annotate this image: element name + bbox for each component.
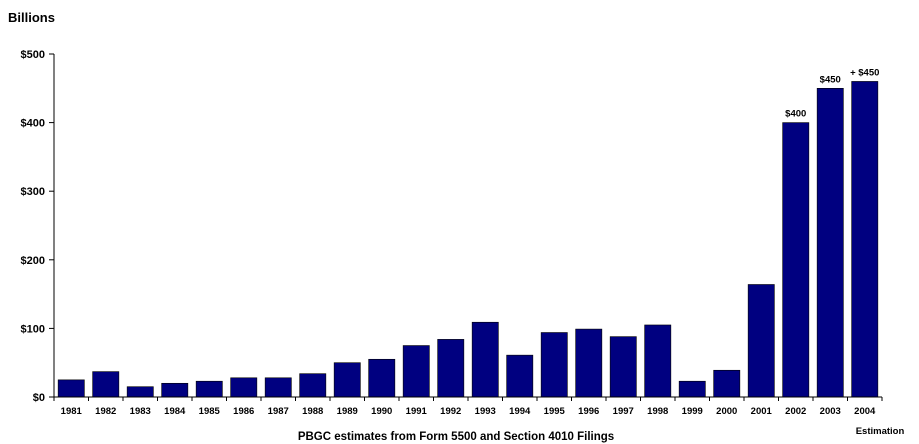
data-label: $400 <box>785 109 806 120</box>
bar-1981 <box>57 379 85 398</box>
x-tick-label: 1995 <box>544 406 566 417</box>
x-tick-label: 2002 <box>785 406 806 417</box>
x-tick-label: 2000 <box>716 406 737 417</box>
x-tick-label: 1994 <box>509 406 531 417</box>
bar-1995 <box>540 332 568 398</box>
bar-1987 <box>264 377 292 398</box>
bar-2000 <box>713 369 741 398</box>
bar-1984 <box>161 382 189 398</box>
y-tick-label: $100 <box>21 323 45 335</box>
y-tick-label: $500 <box>21 49 45 61</box>
y-axis: $0 $100 $200 $300 $400 $500 <box>21 49 54 404</box>
bar-1993 <box>471 321 499 398</box>
bar-1982 <box>92 371 120 398</box>
x-tick-label: 1998 <box>647 406 668 417</box>
bar-1983 <box>126 386 154 398</box>
y-tick-label: $400 <box>21 118 45 130</box>
bar-1990 <box>368 358 396 398</box>
x-tick-label: 1999 <box>682 406 703 417</box>
x-tick-label: 1996 <box>578 406 599 417</box>
x-tick-label: 1990 <box>371 406 392 417</box>
x-axis: 1981 1982 1983 1984 1985 1986 1987 1988 1989 1990… <box>53 397 883 417</box>
bar-1999 <box>678 380 706 398</box>
bar-1991 <box>402 345 430 398</box>
x-tick-label: 1993 <box>475 406 496 417</box>
x-tick-label: 1984 <box>164 406 186 417</box>
estimation-note: Estimation <box>856 426 905 437</box>
x-tick-label: 1981 <box>61 406 83 417</box>
bar-1992 <box>437 339 465 398</box>
y-tick-label: $0 <box>33 392 45 404</box>
x-tick-label: 2001 <box>751 406 773 417</box>
y-tick-label: $300 <box>21 186 45 198</box>
bars <box>57 81 879 398</box>
y-tick-label: $200 <box>21 255 45 267</box>
x-tick-label: 1997 <box>613 406 634 417</box>
x-tick-label: 1986 <box>233 406 254 417</box>
bar-1985 <box>195 380 223 398</box>
y-axis-title: Billions <box>8 10 55 25</box>
bar-2004 <box>851 81 879 398</box>
bar-1988 <box>299 373 327 398</box>
x-tick-label: 1991 <box>406 406 428 417</box>
bar-1994 <box>506 354 534 398</box>
x-tick-label: 1982 <box>95 406 116 417</box>
x-tick-label: 1987 <box>268 406 289 417</box>
data-label: $450 <box>820 74 841 85</box>
bar-1998 <box>644 324 672 398</box>
x-tick-label: 1989 <box>337 406 358 417</box>
x-tick-label: 1983 <box>130 406 151 417</box>
x-tick-label: 1988 <box>302 406 323 417</box>
x-tick-label: 2003 <box>820 406 841 417</box>
bar-2002 <box>782 122 810 398</box>
bar-1989 <box>333 362 361 398</box>
data-label: + $450 <box>850 67 879 78</box>
bar-2001 <box>747 284 775 398</box>
x-tick-label: 1992 <box>440 406 461 417</box>
x-tick-label: 2004 <box>854 406 876 417</box>
bar-1997 <box>609 336 637 398</box>
bar-2003 <box>816 88 844 398</box>
x-tick-label: 1985 <box>199 406 221 417</box>
x-axis-title: PBGC estimates from Form 5500 and Sectio… <box>298 431 614 443</box>
data-labels: $400 $450 + $450 <box>785 67 879 119</box>
bar-1996 <box>575 328 603 398</box>
bar-1986 <box>230 377 258 398</box>
